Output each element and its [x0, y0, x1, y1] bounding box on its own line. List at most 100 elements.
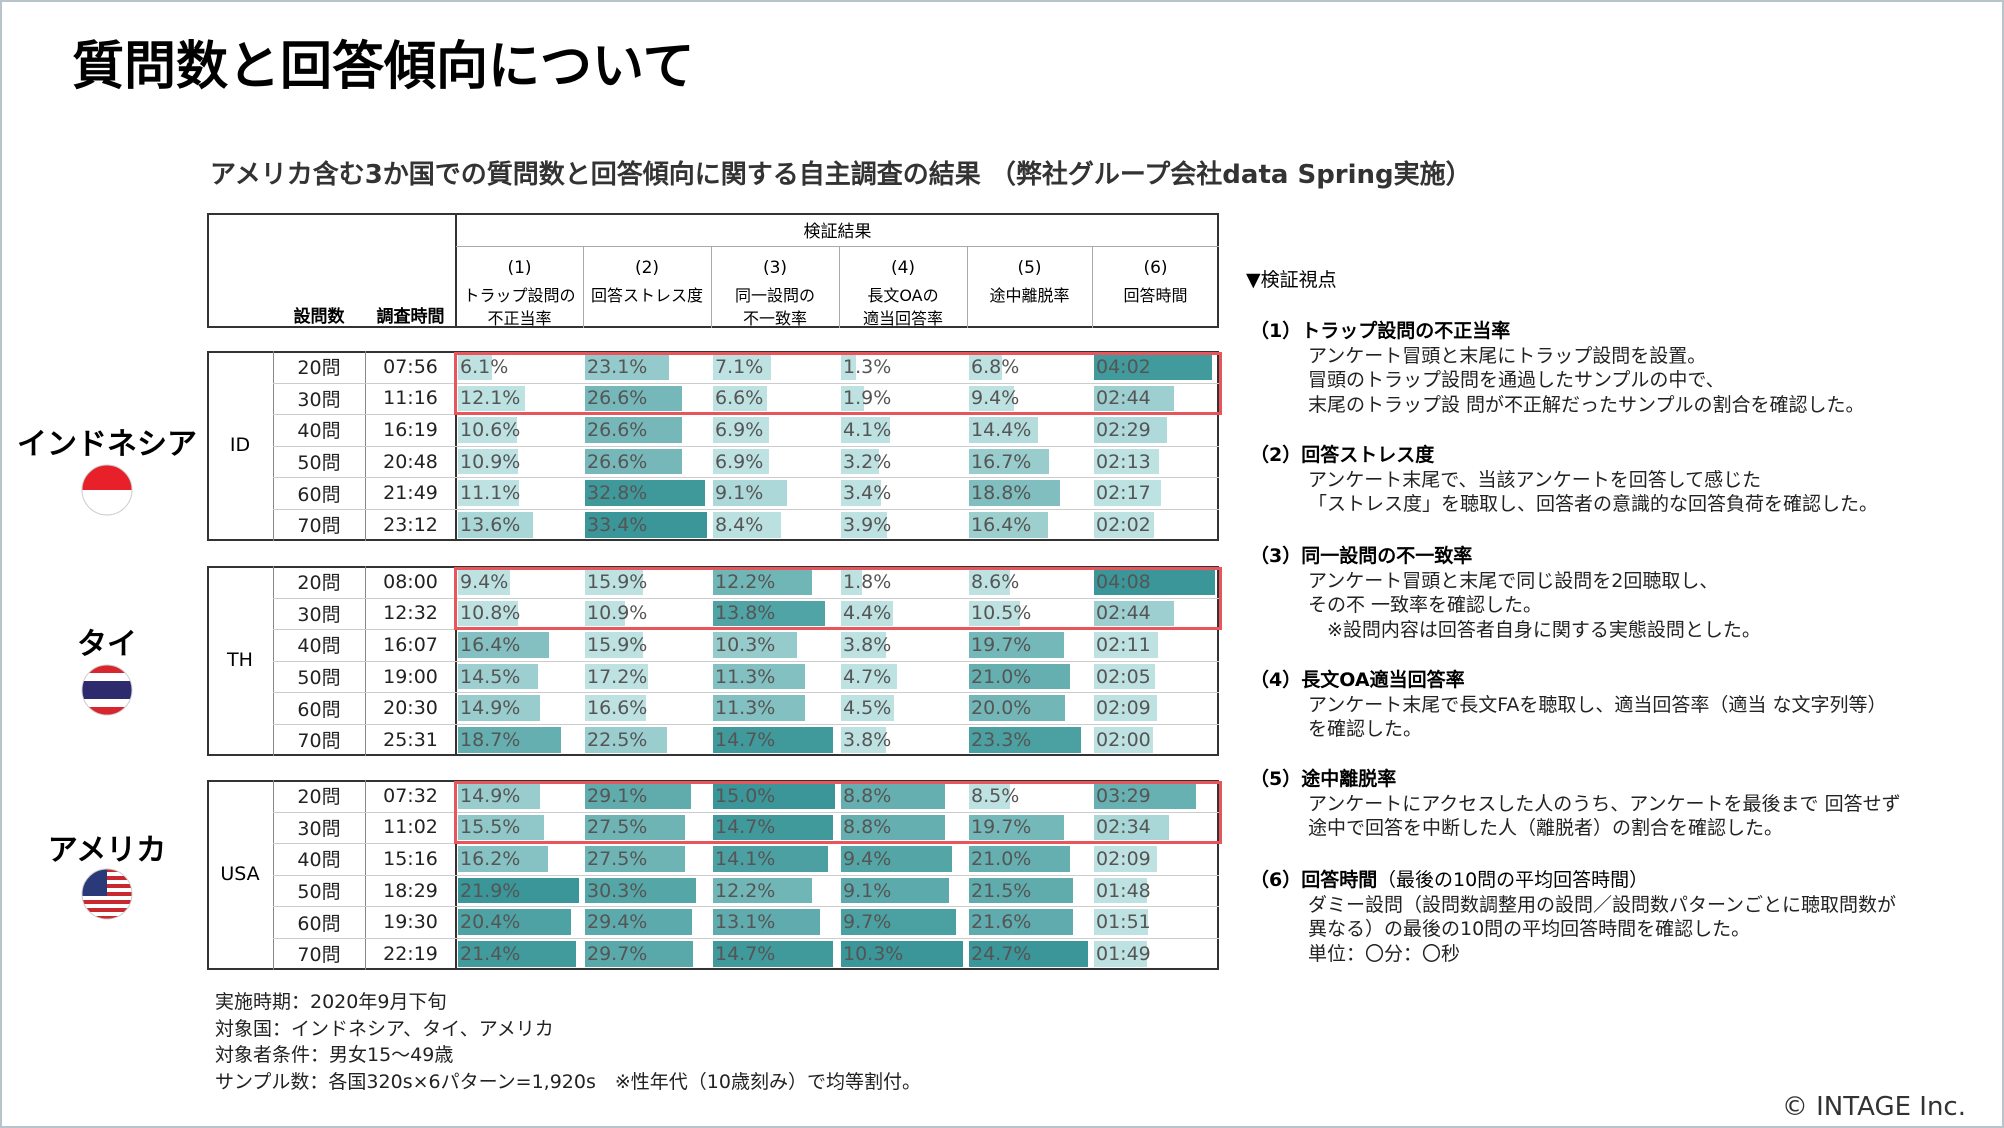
- cell: 18.7%: [456, 724, 583, 756]
- cell: 17.2%: [583, 661, 711, 693]
- cell: 9.4%: [967, 383, 1092, 415]
- metric-label: 不正当率: [487, 309, 552, 328]
- metric-label: 不一致率: [742, 309, 807, 328]
- cell: 3.8%: [839, 724, 967, 756]
- cell: 14.7%: [711, 938, 839, 970]
- cell: 4.5%: [839, 692, 967, 724]
- data-bar: [458, 941, 577, 967]
- cell: 02:44: [1092, 598, 1219, 630]
- metric-number: (3): [762, 258, 788, 278]
- cell: 02:11: [1092, 629, 1219, 661]
- data-bar: [713, 600, 826, 627]
- cell: 70問: [297, 515, 341, 538]
- viewpoint-text: ※設問内容は回答者自身に関する実態設問とした。: [1308, 618, 1761, 641]
- cell: 4.1%: [839, 414, 967, 446]
- cell: 29.7%: [583, 938, 711, 970]
- row-line: [273, 938, 1219, 939]
- cell: 29.4%: [583, 906, 711, 938]
- cell: 40問: [297, 849, 341, 872]
- metric-number: (1): [507, 258, 532, 278]
- data-bar: [841, 632, 886, 658]
- cell: 12.2%: [711, 875, 839, 907]
- data-bar: [1094, 354, 1213, 380]
- cell: 1.3%: [839, 351, 967, 383]
- data-bar: [1094, 727, 1153, 753]
- cell-value: 21.6%: [971, 911, 1032, 934]
- viewpoint-text: 異なる）の最後の10問の平均回答時間を確認した。: [1308, 918, 1751, 940]
- viewpoint-text: アンケートにアクセスした人のうち、アンケートを最後まで 回答せず: [1308, 792, 1901, 815]
- cell: 10.5%: [967, 598, 1092, 630]
- cell: 10.3%: [711, 629, 839, 661]
- cell-value: 7.1%: [715, 355, 764, 378]
- viewpoint-text: アンケート冒頭と末尾で同じ設問を2回聴取し、: [1308, 569, 1719, 592]
- cell: 14.7%: [711, 812, 839, 844]
- cell: 40問: [297, 420, 341, 443]
- cell: 07:56: [383, 355, 438, 378]
- cell: 21.4%: [456, 938, 583, 970]
- cell-value: 02:09: [1096, 697, 1151, 720]
- code: USA: [220, 862, 260, 885]
- cell-value: 12.2%: [715, 879, 776, 902]
- cell: 30問: [297, 603, 341, 626]
- cell-value: 15.9%: [587, 633, 648, 656]
- cell-value: 26.6%: [587, 418, 648, 441]
- cell: 9.4%: [456, 566, 583, 598]
- data-bar: [713, 417, 770, 443]
- cell-value: 8.8%: [843, 784, 892, 807]
- cell-value: 13.1%: [715, 911, 776, 934]
- country-label: アメリカ: [47, 833, 167, 868]
- cell: 21.6%: [967, 906, 1092, 938]
- cell: 8.8%: [839, 780, 967, 812]
- row-line: [273, 724, 1219, 725]
- cell-value: 3.2%: [843, 450, 892, 473]
- data-bar: [969, 877, 1073, 904]
- copyright: © INTAGE Inc.: [1781, 1092, 1966, 1122]
- cell-value: 14.7%: [715, 816, 776, 839]
- cell-value: 33.4%: [587, 513, 648, 536]
- cell-value: 14.7%: [715, 728, 776, 751]
- cell: 13.6%: [456, 509, 583, 541]
- cell-value: 02:02: [1096, 513, 1151, 536]
- cell-value: 13.6%: [460, 513, 521, 536]
- cell: 13.8%: [711, 598, 839, 630]
- title: 質問数と回答傾向について: [72, 37, 695, 97]
- cell: 01:48: [1092, 875, 1219, 907]
- cell: 6.1%: [456, 351, 583, 383]
- cell: 21.0%: [967, 661, 1092, 693]
- cell-value: 04:08: [1096, 570, 1151, 593]
- cell-value: 3.8%: [843, 633, 892, 656]
- cell: 21.9%: [456, 875, 583, 907]
- data-bar: [458, 814, 544, 841]
- viewpoints-title: ▼検証視点: [1246, 269, 1337, 291]
- cell-value: 4.4%: [843, 602, 892, 625]
- data-bar: [585, 512, 707, 538]
- cell-value: 03:29: [1096, 784, 1151, 807]
- data-bar: [585, 877, 696, 904]
- data-bar: [841, 877, 949, 904]
- cell: 25:31: [383, 728, 438, 751]
- data-bar: [969, 480, 1060, 506]
- cell: 9.4%: [839, 843, 967, 875]
- data-bar: [841, 695, 895, 721]
- cell: 12.1%: [456, 383, 583, 415]
- data-bar: [969, 569, 1011, 595]
- cell-value: 10.9%: [460, 450, 521, 473]
- cell: 3.8%: [839, 629, 967, 661]
- cell: 21.0%: [967, 843, 1092, 875]
- data-bar: [841, 354, 857, 380]
- cell-value: 1.3%: [843, 355, 892, 378]
- viewpoint-text: ダミー設問（設問数調整用の設問／設問数パターンごとに聴取問数が: [1308, 893, 1897, 916]
- data-bar: [841, 569, 863, 595]
- cell-value: 6.9%: [715, 450, 764, 473]
- cell: 14.4%: [967, 414, 1092, 446]
- note: 対象者条件：男女15～49歳: [215, 1044, 454, 1066]
- data-bar: [585, 448, 683, 475]
- metric-number: (5): [1017, 258, 1042, 278]
- header-divider: [456, 246, 1219, 247]
- data-bar: [969, 512, 1048, 538]
- cell: 6.8%: [967, 351, 1092, 383]
- data-bar: [585, 569, 644, 595]
- subtitle: アメリカ含む3か国での質問数と回答傾向に関する自主調査の結果 （弊社グループ会社…: [210, 160, 1472, 190]
- code: ID: [229, 433, 251, 456]
- cell-value: 26.6%: [587, 387, 648, 410]
